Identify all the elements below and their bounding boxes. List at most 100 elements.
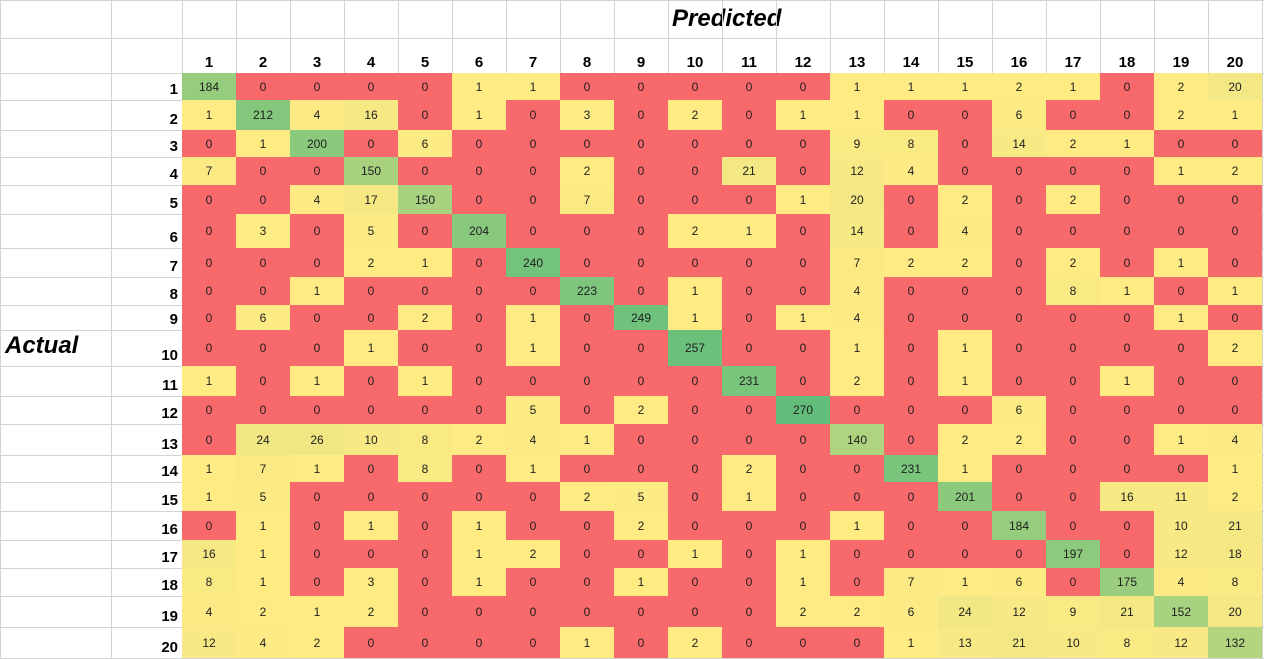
heatmap-cell: 0 [1046, 366, 1100, 396]
heatmap-cell: 1 [1154, 248, 1208, 277]
heatmap-cell: 0 [398, 157, 452, 185]
heatmap-cell: 0 [1154, 214, 1208, 248]
column-header: 9 [636, 54, 646, 71]
heatmap-cell: 21 [722, 157, 776, 185]
heatmap-cell: 0 [398, 596, 452, 627]
row-header: 17 [161, 549, 178, 566]
heatmap-cell: 1 [668, 305, 722, 330]
heatmap-cell: 223 [560, 277, 614, 305]
heatmap-cell: 0 [1100, 540, 1154, 568]
heatmap-cell: 0 [884, 214, 938, 248]
heatmap-cell: 0 [560, 248, 614, 277]
heatmap-cell: 0 [776, 366, 830, 396]
heatmap-cell: 0 [1208, 214, 1262, 248]
heatmap-cell: 1 [1100, 130, 1154, 157]
heatmap-cell: 0 [182, 330, 236, 366]
column-header: 19 [1172, 54, 1190, 71]
heatmap-cell: 0 [398, 100, 452, 130]
heatmap-cell: 0 [776, 482, 830, 511]
y-axis-title: Actual [5, 332, 79, 359]
heatmap-cell: 0 [290, 330, 344, 366]
row-header: 1 [169, 81, 178, 98]
heatmap-cell: 2 [614, 511, 668, 540]
heatmap-cell: 0 [506, 130, 560, 157]
heatmap-cell: 0 [668, 366, 722, 396]
heatmap-cell: 0 [452, 157, 506, 185]
column-header: 6 [474, 54, 484, 71]
heatmap-cell: 0 [236, 277, 290, 305]
heatmap-cell: 0 [722, 100, 776, 130]
heatmap-cell: 2 [938, 185, 992, 214]
column-header: 13 [848, 54, 866, 71]
heatmap-cell: 0 [722, 73, 776, 100]
heatmap-cell: 0 [182, 248, 236, 277]
heatmap-cell: 0 [182, 424, 236, 455]
heatmap-cell: 1 [884, 627, 938, 658]
heatmap-cell: 0 [290, 157, 344, 185]
heatmap-cell: 1 [830, 511, 884, 540]
heatmap-cell: 1 [236, 540, 290, 568]
heatmap-cell: 0 [668, 130, 722, 157]
heatmap-cell: 0 [560, 596, 614, 627]
heatmap-cell: 0 [884, 305, 938, 330]
heatmap-cell: 0 [290, 540, 344, 568]
heatmap-cell: 1 [884, 73, 938, 100]
heatmap-cell: 2 [668, 100, 722, 130]
heatmap-cell: 1 [1154, 424, 1208, 455]
heatmap-cell: 0 [290, 73, 344, 100]
heatmap-cell: 1 [776, 540, 830, 568]
heatmap-cell: 0 [236, 366, 290, 396]
heatmap-cell: 0 [884, 540, 938, 568]
heatmap-cell: 0 [884, 185, 938, 214]
heatmap-cell: 4 [506, 424, 560, 455]
heatmap-cell: 0 [884, 100, 938, 130]
heatmap-cell: 12 [1154, 627, 1208, 658]
column-header: 8 [582, 54, 592, 71]
heatmap-cell: 240 [506, 248, 560, 277]
heatmap-cell: 0 [344, 277, 398, 305]
row-header: 5 [169, 195, 178, 212]
heatmap-cell: 0 [1154, 185, 1208, 214]
column-header: 4 [366, 54, 376, 71]
heatmap-cell: 0 [452, 627, 506, 658]
heatmap-cell: 0 [830, 568, 884, 596]
heatmap-cell: 2 [938, 248, 992, 277]
heatmap-cell: 1 [182, 455, 236, 482]
heatmap-cell: 0 [506, 100, 560, 130]
heatmap-cell: 0 [722, 511, 776, 540]
heatmap-cell: 0 [1100, 396, 1154, 424]
row-header: 14 [161, 463, 178, 480]
heatmap-cell: 14 [992, 130, 1046, 157]
heatmap-cell: 2 [560, 157, 614, 185]
heatmap-cell: 7 [182, 157, 236, 185]
heatmap-cell: 0 [1046, 455, 1100, 482]
heatmap-cell: 0 [398, 214, 452, 248]
heatmap-cell: 0 [560, 73, 614, 100]
row-header: 10 [161, 347, 178, 364]
heatmap-cell: 0 [614, 185, 668, 214]
heatmap-cell: 2 [398, 305, 452, 330]
heatmap-cell: 0 [452, 396, 506, 424]
heatmap-cell: 270 [776, 396, 830, 424]
heatmap-cell: 0 [1100, 511, 1154, 540]
heatmap-cell: 1 [560, 627, 614, 658]
heatmap-cell: 1 [722, 214, 776, 248]
heatmap-cell: 0 [938, 396, 992, 424]
heatmap-cell: 9 [830, 130, 884, 157]
heatmap-cell: 231 [722, 366, 776, 396]
heatmap-cell: 0 [560, 330, 614, 366]
heatmap-cell: 0 [398, 568, 452, 596]
heatmap-cell: 0 [452, 482, 506, 511]
row-header: 9 [169, 311, 178, 328]
heatmap-cell: 0 [668, 568, 722, 596]
heatmap-cell: 1 [398, 248, 452, 277]
heatmap-cell: 0 [614, 277, 668, 305]
heatmap-cell: 16 [1100, 482, 1154, 511]
heatmap-cell: 6 [398, 130, 452, 157]
heatmap-cell: 0 [398, 627, 452, 658]
heatmap-cell: 1 [182, 100, 236, 130]
heatmap-cell: 2 [884, 248, 938, 277]
heatmap-cell: 4 [1154, 568, 1208, 596]
row-header: 13 [161, 436, 178, 453]
heatmap-cell: 5 [506, 396, 560, 424]
